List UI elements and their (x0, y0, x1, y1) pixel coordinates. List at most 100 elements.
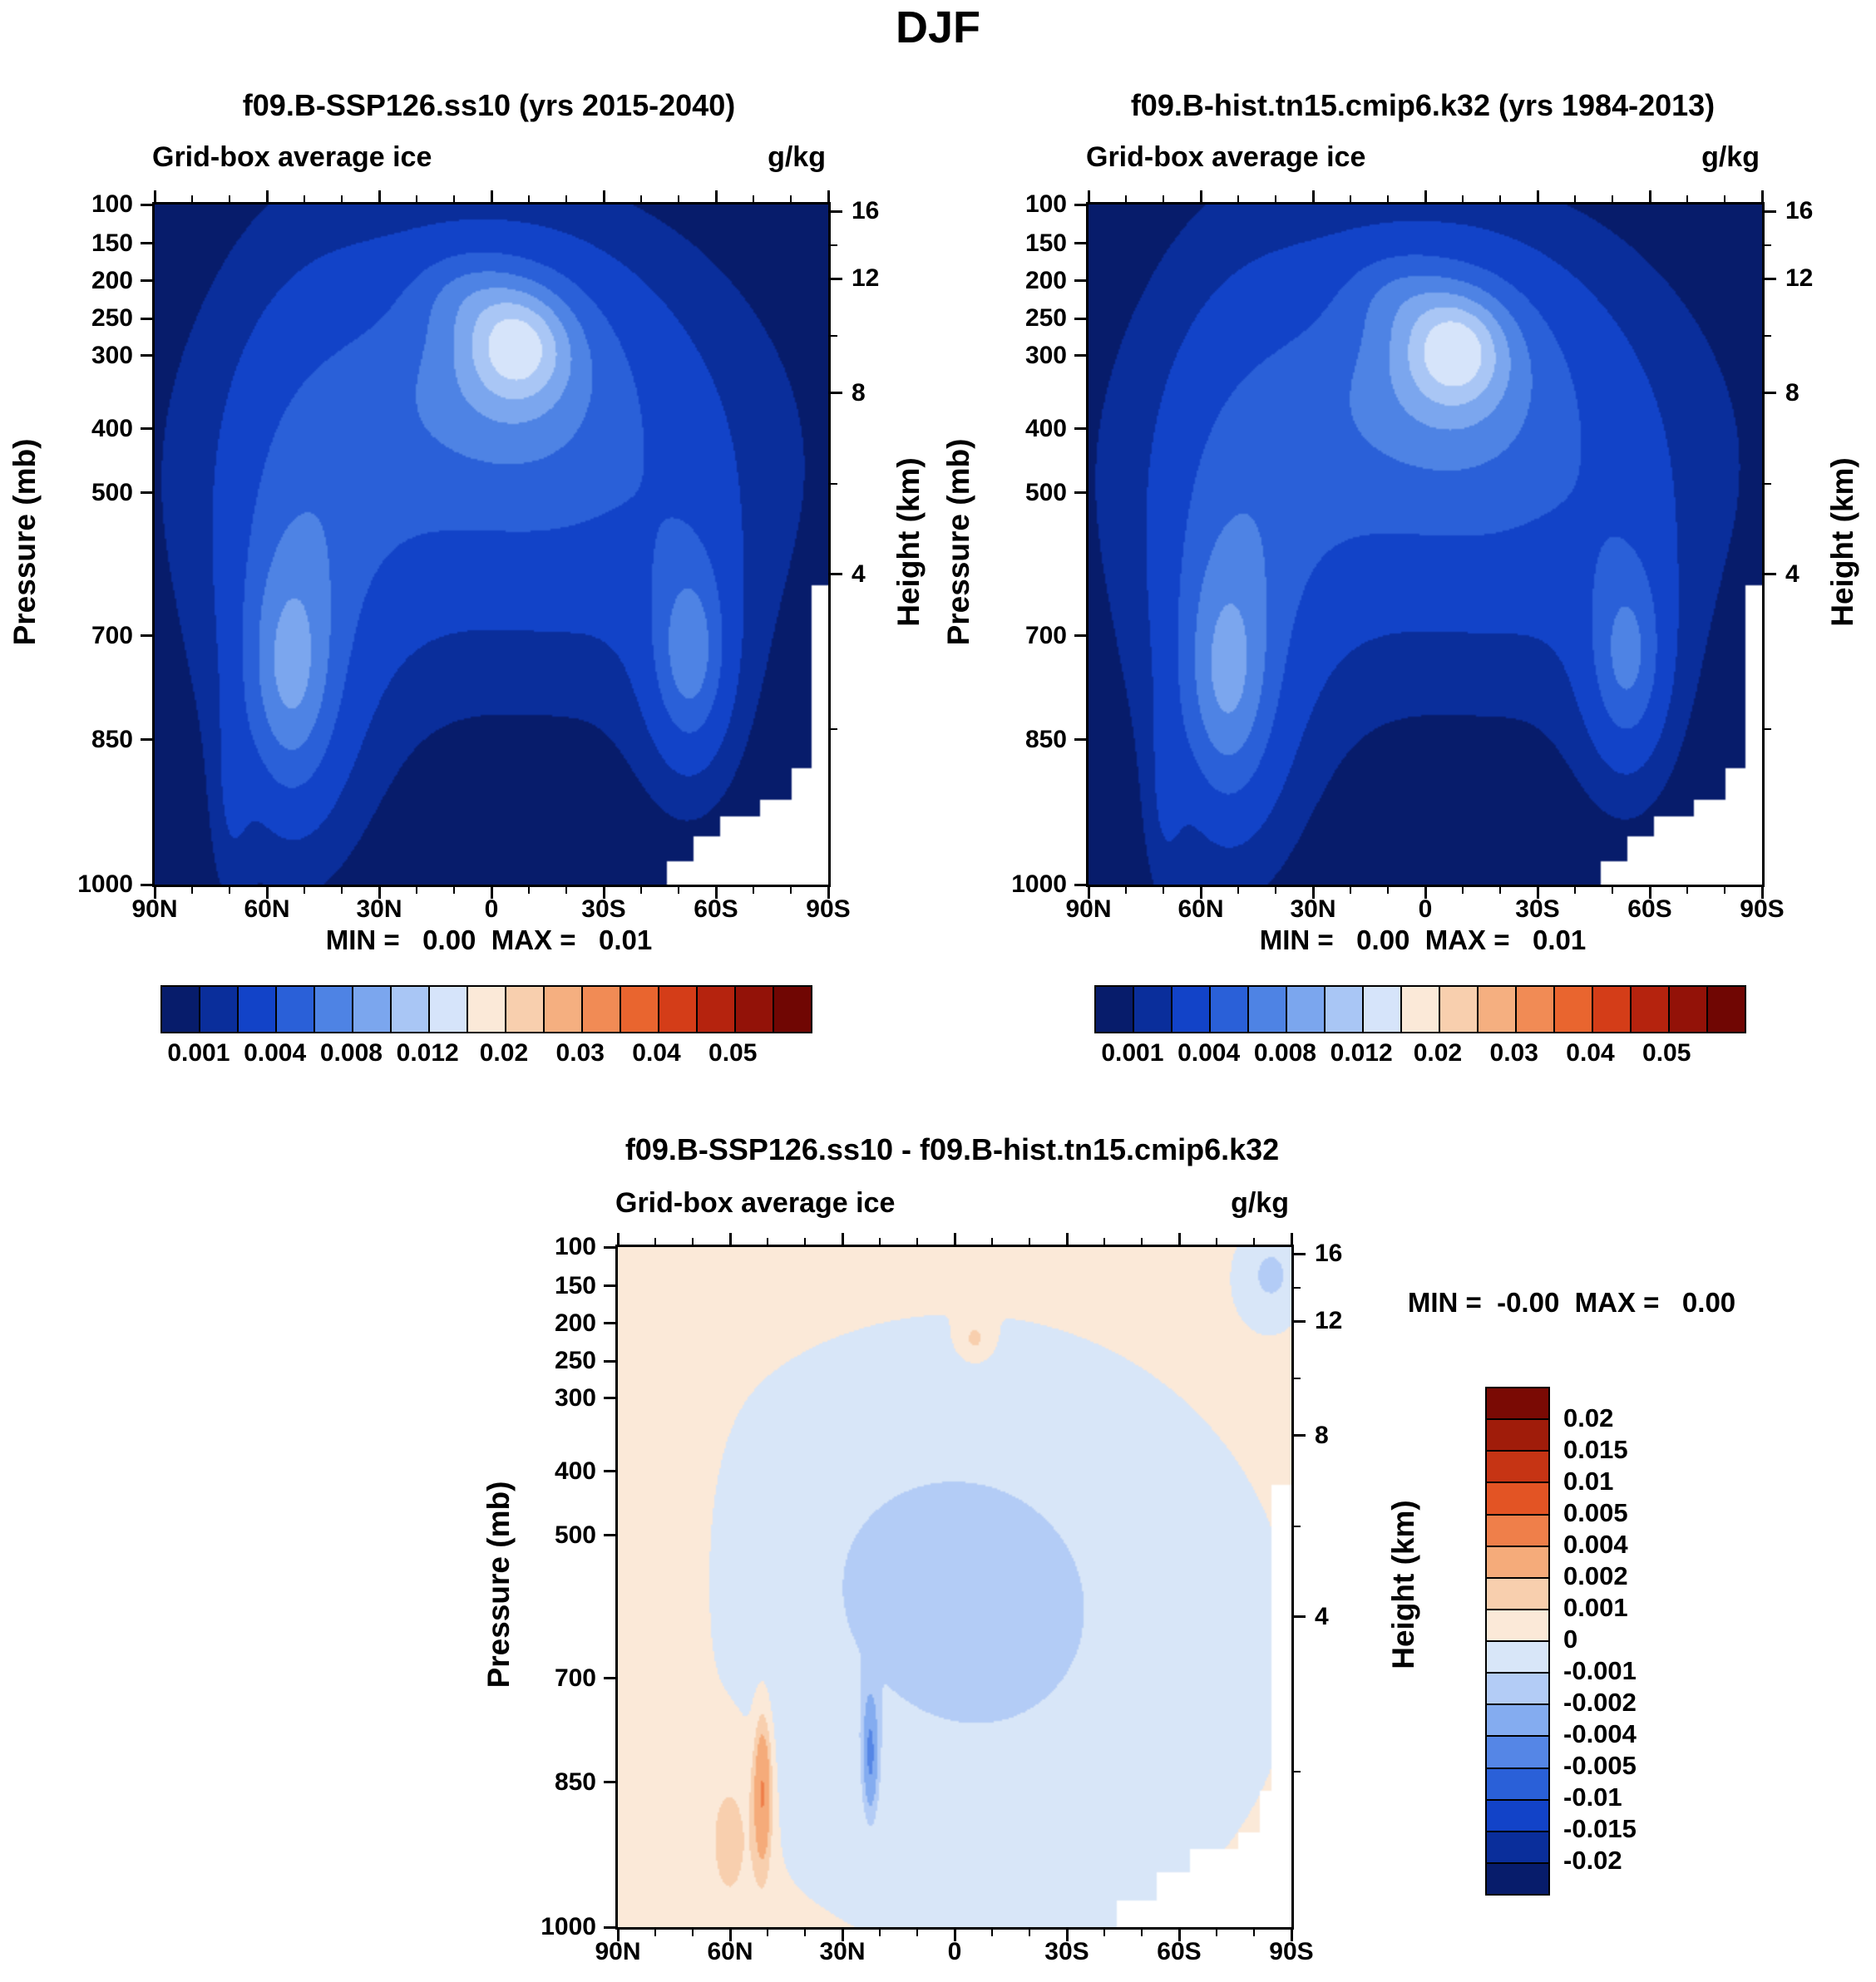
colorbar-cell (1487, 1863, 1548, 1894)
latitude-tick (265, 887, 269, 899)
latitude-tick-label: 90N (1065, 895, 1112, 923)
colorbar-tick-label: 0 (1563, 1625, 1578, 1654)
latitude-minor-tick (1216, 1930, 1217, 1936)
colorbar-cell (392, 987, 430, 1032)
pressure-tick-label: 850 (1024, 725, 1067, 753)
latitude-minor-tick (654, 1238, 656, 1245)
variable-label-right: Grid-box average ice (1086, 141, 1366, 173)
latitude-minor-tick (804, 1930, 806, 1936)
height-minor-tick (1294, 1525, 1301, 1527)
colorbar-cell (1172, 987, 1211, 1032)
latitude-tick (1311, 887, 1315, 899)
colorbar-tick-label: 0.004 (1563, 1530, 1628, 1559)
latitude-minor-tick (1141, 1930, 1143, 1936)
latitude-tick (953, 1233, 956, 1245)
latitude-tick (1648, 887, 1651, 899)
height-tick (1294, 1252, 1306, 1255)
colorbar-cell (1487, 1674, 1548, 1706)
colorbar-right (1094, 985, 1746, 1033)
pressure-tick (604, 1470, 615, 1473)
height-tick-label: 12 (852, 264, 880, 293)
pressure-tick-label: 100 (554, 1233, 596, 1260)
pressure-tick-label: 300 (1024, 341, 1067, 369)
pressure-axis-label-right: Pressure (mb) (941, 438, 975, 646)
latitude-tick (1065, 1930, 1069, 1941)
colorbar-labels-left: 0.001 0.004 0.008 0.012 0.02 0.03 0.04 0.05 (160, 1039, 809, 1069)
pressure-tick (604, 1677, 615, 1680)
latitude-minor-tick (1724, 887, 1725, 894)
pressure-tick-label: 150 (91, 229, 133, 257)
height-minor-tick (1765, 482, 1771, 485)
latitude-tick (602, 190, 605, 202)
latitude-minor-tick (1350, 195, 1351, 202)
panel-title-diff: f09.B-SSP126.ss10 - f09.B-hist.tn15.cmip… (625, 1132, 1280, 1166)
latitude-minor-tick (1499, 195, 1501, 202)
latitude-tick (1177, 1930, 1181, 1941)
pressure-tick (1074, 242, 1086, 245)
latitude-minor-tick (453, 195, 455, 202)
height-tick (1765, 573, 1776, 576)
latitude-tick (953, 1930, 956, 1941)
latitude-minor-tick (790, 195, 792, 202)
contour-canvas-right (1089, 205, 1762, 885)
height-tick-label: 8 (852, 378, 866, 407)
latitude-tick (1199, 190, 1202, 202)
latitude-minor-tick (1275, 195, 1276, 202)
height-tick (1294, 1434, 1306, 1437)
latitude-minor-tick (528, 887, 530, 894)
latitude-minor-tick (1499, 887, 1501, 894)
latitude-minor-tick (1462, 195, 1464, 202)
latitude-minor-tick (1387, 887, 1389, 894)
colorbar-tick-label: 0.004 (244, 1039, 307, 1067)
pressure-tick (141, 242, 152, 245)
latitude-minor-tick (1237, 887, 1239, 894)
latitude-minor-tick (753, 887, 754, 894)
pressure-tick-label: 150 (554, 1271, 596, 1299)
colorbar-cell (621, 987, 659, 1032)
pressure-tick (141, 738, 152, 742)
pressure-tick-label: 500 (1024, 478, 1067, 506)
colorbar-cell (1555, 987, 1593, 1032)
pressure-axis-label-left: Pressure (mb) (7, 438, 42, 646)
height-tick-label: 8 (1785, 378, 1799, 407)
pressure-tick (1074, 279, 1086, 283)
latitude-minor-tick (565, 195, 567, 202)
colorbar-tick-label: 0.008 (1253, 1039, 1316, 1067)
height-tick (1765, 210, 1776, 213)
colorbar-cell (1487, 1420, 1548, 1452)
pressure-tick-label: 300 (91, 341, 133, 369)
latitude-minor-tick (1574, 887, 1576, 894)
pressure-tick (1074, 427, 1086, 431)
colorbar-cell (583, 987, 621, 1032)
colorbar-cell (1479, 987, 1517, 1032)
latitude-tick (728, 1930, 732, 1941)
colorbar-cell (1670, 987, 1708, 1032)
pressure-tick (141, 279, 152, 283)
pressure-tick-label: 300 (554, 1383, 596, 1412)
pressure-tick-label: 250 (554, 1347, 596, 1375)
latitude-minor-tick (1163, 195, 1164, 202)
latitude-minor-tick (341, 887, 343, 894)
colorbar-cell (1440, 987, 1479, 1032)
pressure-tick (604, 1245, 615, 1249)
latitude-tick-label: 30N (819, 1938, 866, 1965)
pressure-tick (1074, 354, 1086, 357)
latitude-minor-tick (229, 195, 230, 202)
latitude-minor-tick (640, 195, 642, 202)
latitude-tick-label: 0 (484, 895, 499, 923)
colorbar-cell (1487, 1642, 1548, 1674)
latitude-minor-tick (692, 1238, 694, 1245)
pressure-tick (604, 1534, 615, 1537)
pressure-tick-label: 200 (91, 266, 133, 294)
colorbar-cell (736, 987, 774, 1032)
colorbar-tick-label: 0.02 (1563, 1403, 1614, 1432)
figure-title: DJF (895, 2, 980, 52)
latitude-minor-tick (1029, 1930, 1030, 1936)
latitude-tick (378, 887, 381, 899)
pressure-tick (141, 491, 152, 495)
contour-canvas-diff (618, 1247, 1291, 1927)
colorbar-cell (1487, 1832, 1548, 1864)
pressure-tick-label: 400 (91, 414, 133, 442)
latitude-tick (616, 1930, 620, 1941)
colorbar-cell (430, 987, 468, 1032)
